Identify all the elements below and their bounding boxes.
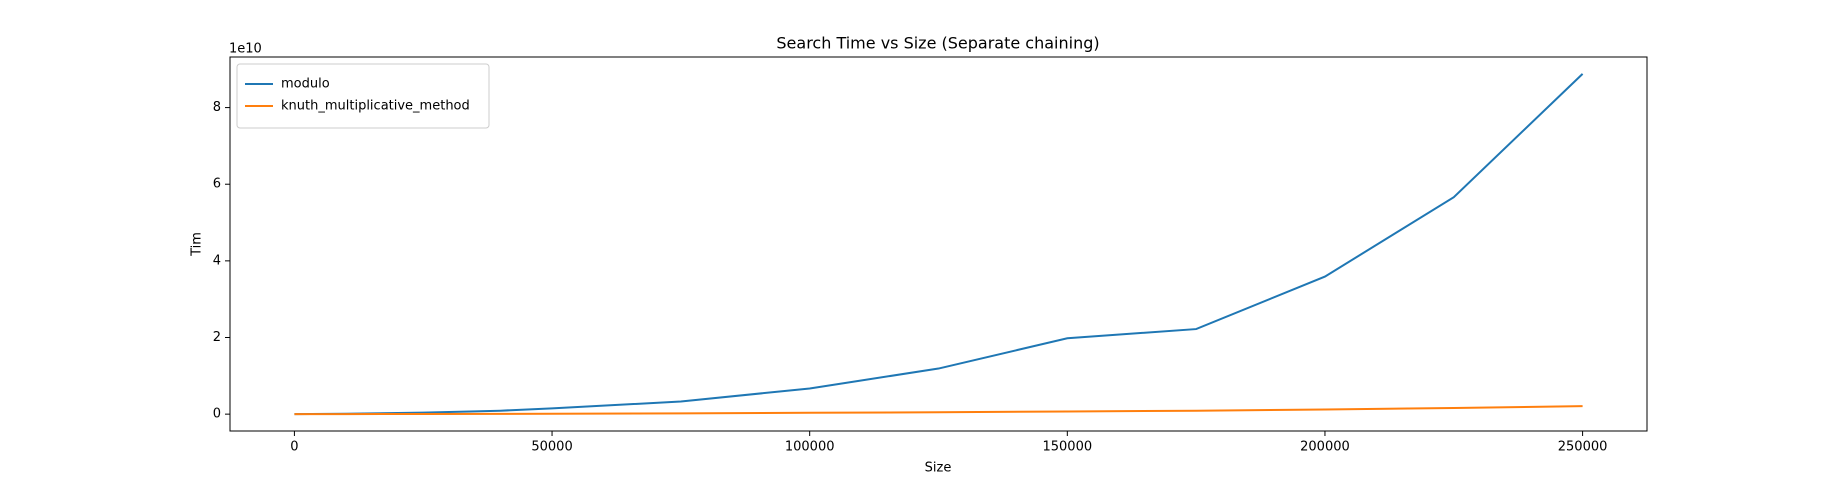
- legend: modulo knuth_multiplicative_method: [236, 63, 490, 129]
- plot-frame: [229, 56, 1648, 432]
- line-series: [294, 405, 1583, 416]
- x-axis-label: Size: [925, 461, 952, 476]
- x-tick-label: 50000: [531, 440, 572, 455]
- legend-label: modulo: [281, 77, 330, 92]
- legend-label: knuth_multiplicative_method: [281, 99, 470, 114]
- x-tick-label: 250000: [1558, 440, 1608, 455]
- y-tick-label: 2: [213, 330, 221, 345]
- x-tick-label: 150000: [1042, 440, 1092, 455]
- y-offset-label: 1e10: [229, 42, 262, 57]
- x-tick-label: 0: [290, 440, 298, 455]
- y-axis-label: Tim: [190, 232, 205, 257]
- chart-title: Search Time vs Size (Separate chaining): [776, 34, 1099, 53]
- y-tick-label: 6: [213, 177, 221, 192]
- y-tick-label: 4: [213, 253, 221, 268]
- legend-box: [236, 63, 490, 129]
- line-series: [294, 73, 1584, 416]
- x-tick-label: 100000: [785, 440, 835, 455]
- x-tick-label: 200000: [1300, 440, 1350, 455]
- y-tick-label: 8: [213, 100, 221, 115]
- y-tick-label: 0: [213, 407, 221, 422]
